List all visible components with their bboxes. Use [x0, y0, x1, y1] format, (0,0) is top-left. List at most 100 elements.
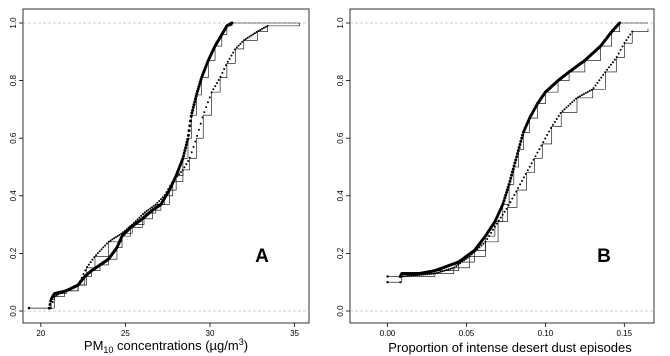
x-tick-label: 0.05 [459, 329, 475, 338]
data-point [428, 273, 431, 276]
data-point [100, 248, 103, 251]
data-point [608, 66, 611, 69]
y-tick-label: 0.6 [9, 132, 18, 144]
data-point [214, 85, 217, 88]
data-point [511, 167, 515, 171]
data-point [507, 204, 510, 207]
x-axis-title: Proportion of intense desert dust episod… [388, 340, 632, 355]
data-point [408, 274, 411, 277]
data-point [178, 173, 181, 176]
data-point [561, 109, 564, 112]
x-axis-title: PM10 concentrations (µg/m3) [84, 337, 248, 355]
data-point [504, 193, 508, 197]
data-point [439, 270, 442, 273]
data-point [590, 88, 593, 91]
data-point [98, 250, 101, 253]
data-point [542, 141, 545, 144]
data-point [262, 26, 265, 29]
data-point [510, 173, 514, 177]
data-point [602, 73, 605, 76]
data-point [257, 30, 260, 32]
data-point [198, 80, 202, 84]
data-point [476, 248, 479, 251]
data-point [224, 64, 227, 67]
x-tick-label: 0.00 [380, 329, 396, 338]
data-point [127, 226, 130, 229]
data-point [449, 267, 452, 270]
data-point [505, 188, 509, 192]
data-point [386, 281, 389, 284]
data-point [463, 259, 466, 262]
data-point [515, 155, 519, 159]
data-point [521, 179, 524, 182]
data-point [399, 281, 402, 284]
data-point [158, 199, 161, 202]
x-tick-label: 0.15 [617, 329, 633, 338]
data-point [486, 238, 489, 241]
data-point [149, 207, 152, 210]
data-point [259, 28, 262, 31]
data-point [492, 228, 495, 231]
data-point [441, 270, 444, 273]
data-point [49, 307, 52, 310]
data-point [451, 267, 454, 270]
data-point [266, 24, 269, 27]
data-point [241, 40, 244, 43]
data-point [623, 41, 626, 44]
panel-label: B [597, 246, 611, 267]
data-point [181, 169, 184, 172]
data-point [565, 106, 568, 109]
data-point [445, 269, 448, 272]
data-point [264, 25, 267, 28]
data-point [474, 249, 477, 252]
data-point [145, 210, 148, 213]
data-point [540, 144, 543, 147]
data-point [625, 39, 628, 42]
data-point [152, 204, 155, 207]
data-point [181, 154, 185, 158]
data-point [185, 140, 189, 144]
data-point [544, 137, 547, 140]
data-point [96, 252, 99, 255]
data-point [201, 116, 204, 119]
data-point [426, 273, 429, 276]
data-point [69, 287, 72, 290]
data-point [573, 99, 576, 102]
data-point [64, 289, 67, 292]
data-point [521, 133, 525, 137]
data-point [520, 136, 524, 140]
data-point [519, 183, 522, 186]
data-point [27, 306, 31, 310]
data-point [617, 52, 620, 55]
x-tick-label: 30 [206, 329, 215, 338]
data-point [196, 89, 200, 93]
data-point [187, 160, 190, 163]
data-point [598, 79, 601, 82]
data-point [51, 300, 54, 303]
panel-label: A [255, 246, 269, 267]
data-point [73, 285, 76, 288]
data-point [136, 218, 139, 221]
data-point [82, 273, 85, 276]
data-point [631, 30, 634, 33]
data-point [443, 269, 446, 272]
data-point [235, 46, 238, 49]
data-point [239, 42, 242, 45]
data-point [510, 170, 514, 174]
y-tick-label: 1.0 [336, 17, 345, 29]
data-point [185, 163, 188, 166]
data-point [95, 254, 98, 257]
y-tick-label: 0.8 [336, 74, 345, 86]
data-point [192, 103, 196, 107]
data-point [221, 71, 224, 74]
data-point [196, 134, 199, 137]
data-point [118, 233, 121, 236]
y-tick-label: 0.2 [336, 247, 345, 259]
data-point [401, 275, 404, 278]
data-point [48, 303, 52, 307]
series-step-line [387, 22, 648, 277]
data-point [196, 87, 200, 91]
data-point [490, 231, 493, 234]
data-point [453, 266, 456, 269]
data-point [386, 275, 389, 278]
